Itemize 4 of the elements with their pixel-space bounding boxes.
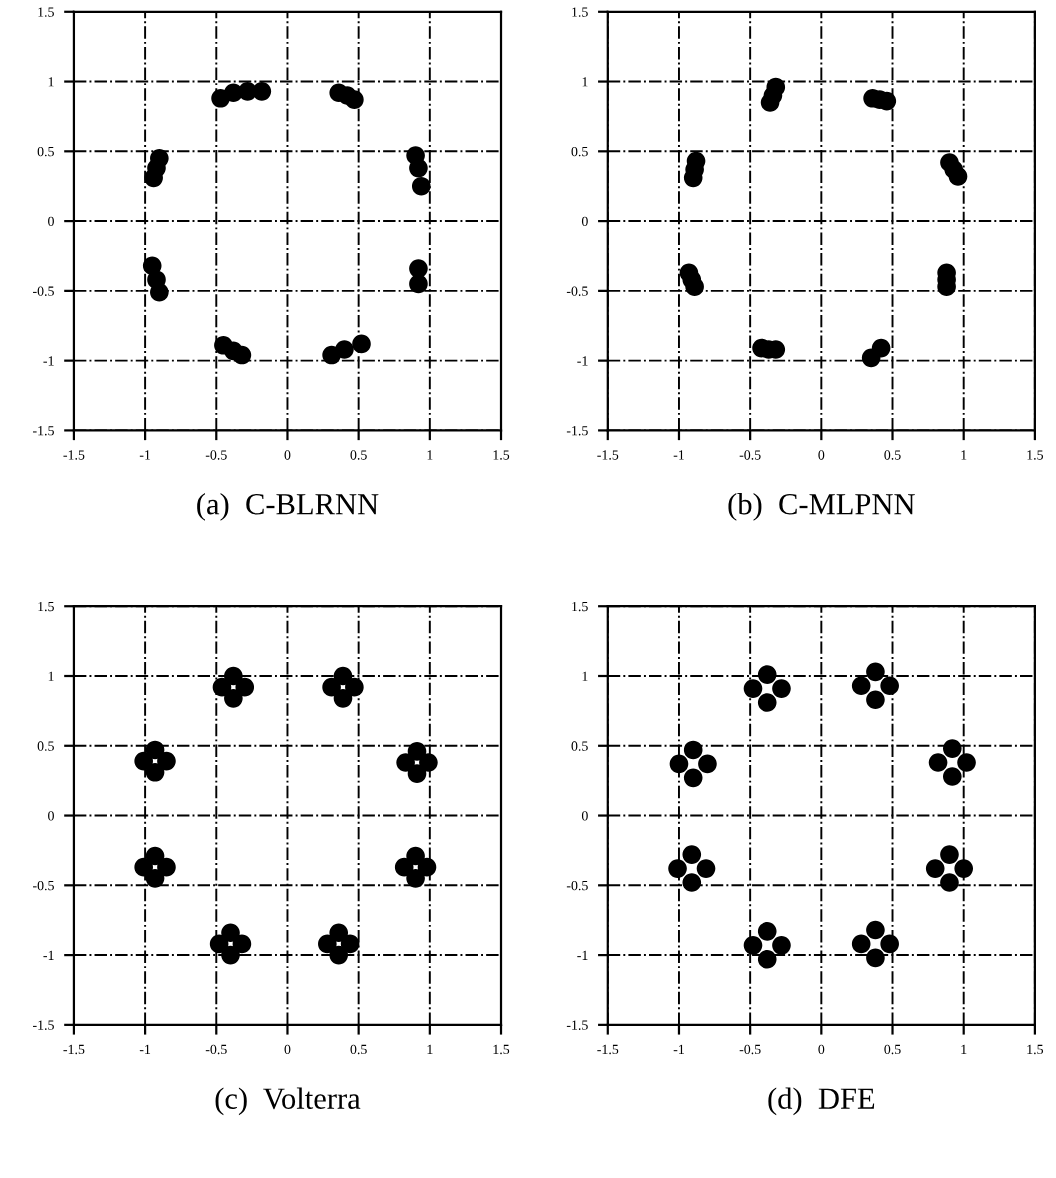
text: (a) C-BLRNN xyxy=(197,493,379,521)
text: (d) DFE xyxy=(768,1087,875,1116)
text: (b) C-MLPNN xyxy=(728,493,915,521)
text: (c) Volterra xyxy=(215,1087,361,1116)
